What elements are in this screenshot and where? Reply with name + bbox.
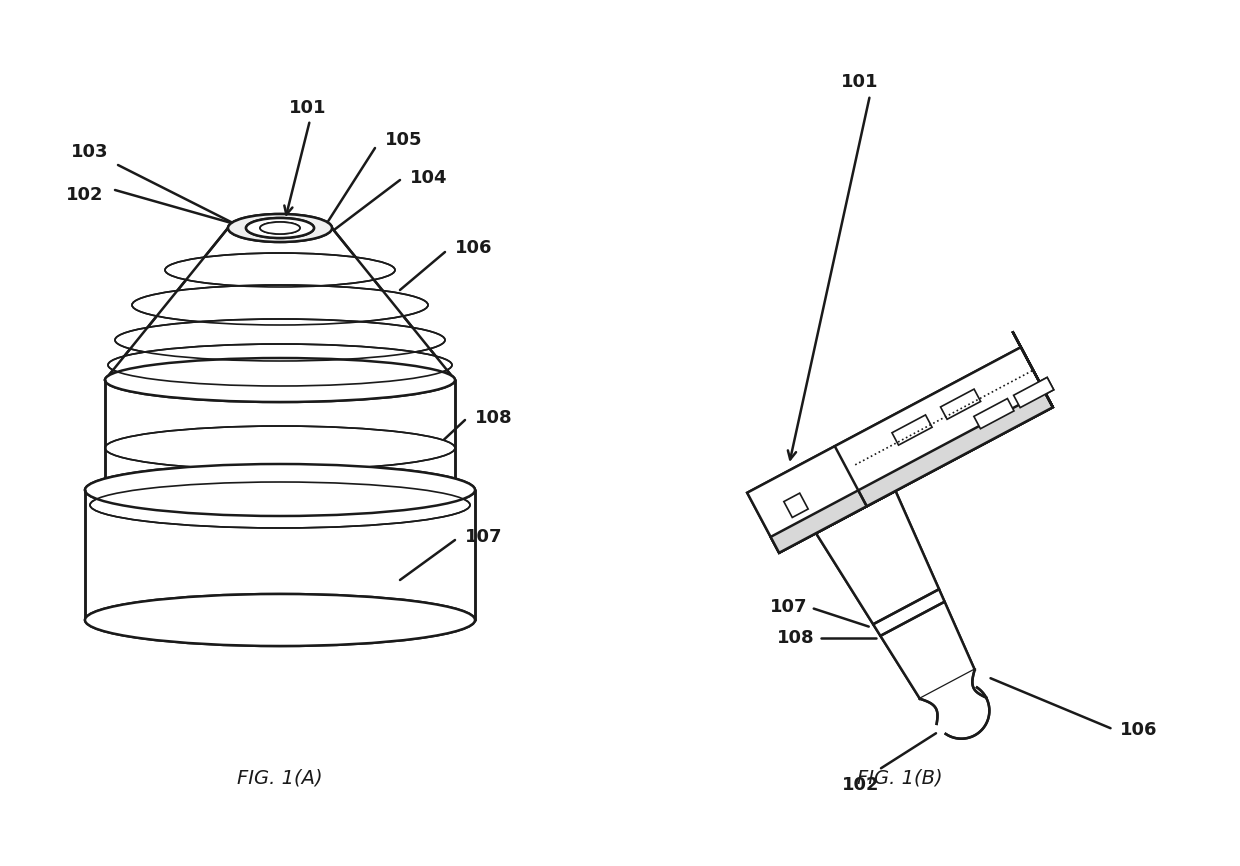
- Polygon shape: [973, 398, 1014, 429]
- Text: 103: 103: [71, 143, 109, 161]
- Text: 108: 108: [777, 630, 815, 647]
- Ellipse shape: [260, 222, 300, 234]
- Ellipse shape: [86, 464, 475, 516]
- Ellipse shape: [246, 218, 314, 238]
- Text: FIG. 1(B): FIG. 1(B): [857, 768, 942, 787]
- Polygon shape: [748, 347, 1053, 553]
- Text: 102: 102: [842, 776, 879, 794]
- Ellipse shape: [228, 214, 332, 242]
- Polygon shape: [770, 391, 1053, 553]
- Text: 102: 102: [66, 186, 104, 204]
- Ellipse shape: [165, 253, 396, 287]
- Polygon shape: [973, 398, 1014, 429]
- Ellipse shape: [91, 482, 470, 528]
- Polygon shape: [1013, 378, 1054, 408]
- Text: FIG. 1(A): FIG. 1(A): [237, 768, 322, 787]
- Ellipse shape: [228, 214, 332, 242]
- Text: 106: 106: [1120, 721, 1157, 740]
- Polygon shape: [920, 669, 990, 739]
- Polygon shape: [105, 228, 455, 380]
- Ellipse shape: [86, 464, 475, 516]
- Ellipse shape: [105, 426, 455, 470]
- Polygon shape: [940, 389, 981, 419]
- Text: 108: 108: [475, 409, 512, 427]
- Text: 101: 101: [289, 99, 327, 117]
- Text: 101: 101: [841, 73, 879, 91]
- Text: 106: 106: [455, 239, 492, 257]
- Ellipse shape: [108, 344, 453, 386]
- Polygon shape: [816, 491, 975, 699]
- Polygon shape: [1012, 332, 1053, 407]
- Ellipse shape: [86, 594, 475, 646]
- Ellipse shape: [105, 468, 455, 512]
- Text: 105: 105: [384, 131, 423, 149]
- Ellipse shape: [115, 319, 445, 361]
- Polygon shape: [770, 391, 1053, 553]
- Polygon shape: [892, 415, 932, 445]
- Text: 107: 107: [770, 598, 807, 616]
- Ellipse shape: [105, 358, 455, 402]
- Polygon shape: [1013, 378, 1054, 408]
- Ellipse shape: [86, 594, 475, 646]
- Ellipse shape: [105, 358, 455, 402]
- Polygon shape: [784, 493, 808, 518]
- Polygon shape: [784, 493, 808, 518]
- Polygon shape: [940, 389, 981, 419]
- Text: 104: 104: [410, 169, 448, 187]
- Ellipse shape: [260, 222, 300, 234]
- Polygon shape: [748, 347, 1053, 553]
- Polygon shape: [816, 491, 975, 699]
- Ellipse shape: [246, 218, 314, 238]
- Polygon shape: [807, 475, 895, 533]
- Polygon shape: [1012, 332, 1053, 407]
- Text: 107: 107: [465, 528, 502, 546]
- Polygon shape: [807, 475, 895, 533]
- Polygon shape: [892, 415, 932, 445]
- Ellipse shape: [131, 285, 428, 325]
